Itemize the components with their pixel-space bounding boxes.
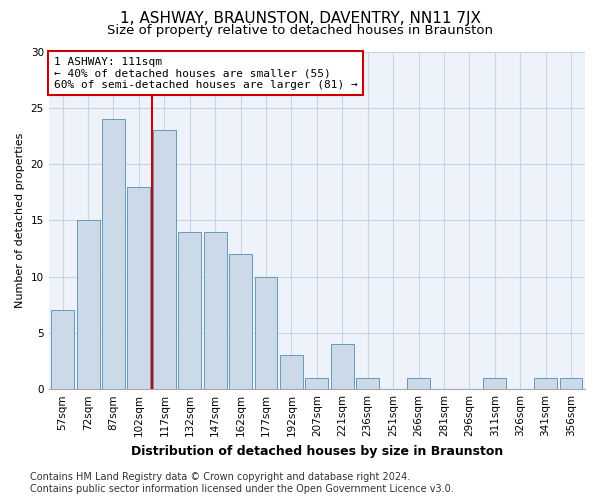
Bar: [51, 310, 74, 389]
Bar: [407, 378, 430, 389]
Bar: [356, 378, 379, 389]
Bar: [254, 276, 277, 389]
Text: Size of property relative to detached houses in Braunston: Size of property relative to detached ho…: [107, 24, 493, 37]
Bar: [305, 378, 328, 389]
Bar: [204, 232, 227, 389]
Bar: [484, 378, 506, 389]
Bar: [534, 378, 557, 389]
Bar: [77, 220, 100, 389]
Bar: [560, 378, 583, 389]
Bar: [229, 254, 252, 389]
X-axis label: Distribution of detached houses by size in Braunston: Distribution of detached houses by size …: [131, 444, 503, 458]
Text: 1, ASHWAY, BRAUNSTON, DAVENTRY, NN11 7JX: 1, ASHWAY, BRAUNSTON, DAVENTRY, NN11 7JX: [119, 11, 481, 26]
Bar: [178, 232, 201, 389]
Text: 1 ASHWAY: 111sqm
← 40% of detached houses are smaller (55)
60% of semi-detached : 1 ASHWAY: 111sqm ← 40% of detached house…: [54, 56, 358, 90]
Text: Contains HM Land Registry data © Crown copyright and database right 2024.
Contai: Contains HM Land Registry data © Crown c…: [30, 472, 454, 494]
Bar: [127, 186, 151, 389]
Bar: [153, 130, 176, 389]
Y-axis label: Number of detached properties: Number of detached properties: [15, 132, 25, 308]
Bar: [331, 344, 353, 389]
Bar: [280, 356, 303, 389]
Bar: [102, 119, 125, 389]
